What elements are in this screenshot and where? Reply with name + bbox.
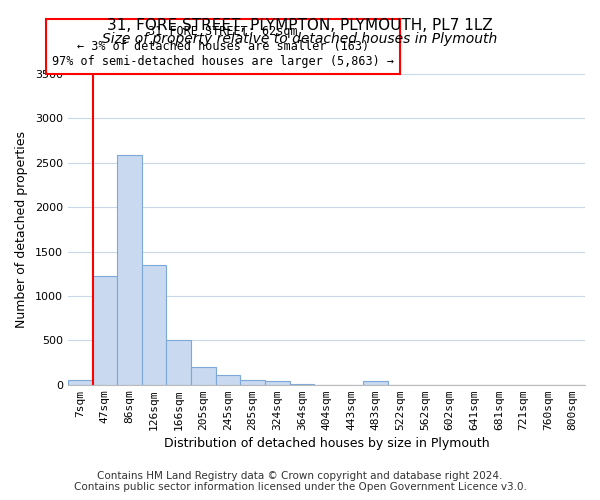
Bar (191, 367, 215, 384)
Bar (240, 380, 265, 384)
X-axis label: Distribution of detached houses by size in Plymouth: Distribution of detached houses by size … (164, 437, 489, 450)
Bar (68, 380, 92, 384)
Text: Contains HM Land Registry data © Crown copyright and database right 2024.: Contains HM Land Registry data © Crown c… (97, 471, 503, 481)
Bar (215, 375, 240, 384)
Text: 31, FORE STREET, PLYMPTON, PLYMOUTH, PL7 1LZ: 31, FORE STREET, PLYMPTON, PLYMOUTH, PL7… (107, 18, 493, 32)
Bar (117, 155, 142, 384)
Text: Contains public sector information licensed under the Open Government Licence v3: Contains public sector information licen… (74, 482, 526, 492)
Bar (92, 276, 117, 384)
Text: 31 FORE STREET: 62sqm
← 3% of detached houses are smaller (163)
97% of semi-deta: 31 FORE STREET: 62sqm ← 3% of detached h… (52, 25, 394, 68)
Bar (265, 381, 290, 384)
Y-axis label: Number of detached properties: Number of detached properties (15, 131, 28, 328)
Bar (166, 340, 191, 384)
Text: Size of property relative to detached houses in Plymouth: Size of property relative to detached ho… (103, 32, 497, 46)
Bar (364, 381, 388, 384)
Bar (142, 265, 166, 384)
